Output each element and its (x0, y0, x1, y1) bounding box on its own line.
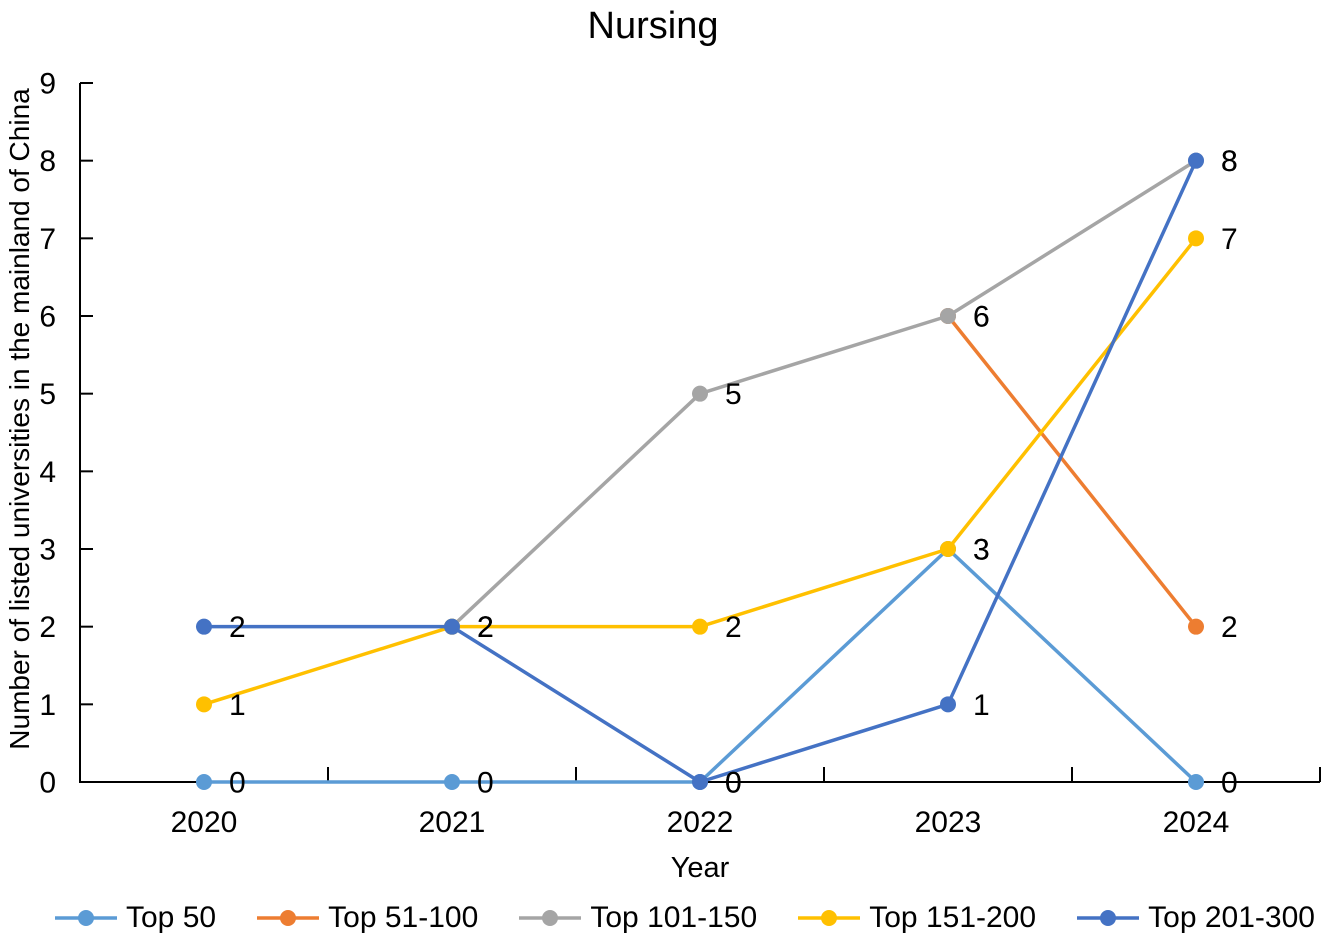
data-label-top-101-150: 5 (725, 378, 742, 411)
data-label-top-101-150: 2 (477, 611, 494, 644)
data-label-top-101-150: 8 (1221, 145, 1238, 178)
data-label-top-51-100: 6 (973, 301, 990, 334)
y-tick-label: 3 (39, 534, 56, 567)
data-point-marker-top-201-300 (940, 696, 956, 713)
data-label-top-50: 3 (973, 534, 990, 567)
legend-item-top-50: Top 50 (55, 901, 216, 935)
data-label-top-101-150: 6 (973, 301, 990, 334)
y-tick-label: 9 (39, 68, 56, 101)
legend-dot (78, 910, 94, 926)
data-point-marker-top-51-100 (1188, 618, 1204, 635)
data-point-marker-top-101-150 (692, 385, 708, 402)
data-point-marker-top-151-200 (1188, 230, 1204, 247)
y-tick-label: 7 (39, 223, 56, 256)
data-label-top-151-200: 2 (725, 611, 742, 644)
y-tick-label: 6 (39, 301, 56, 334)
data-point-marker-top-201-300 (444, 618, 460, 635)
data-label-top-201-300: 0 (725, 767, 742, 800)
data-point-marker-top-201-300 (196, 618, 212, 635)
legend-marker-top-50 (55, 910, 117, 926)
legend-dot (280, 910, 297, 926)
data-point-marker-top-151-200 (692, 618, 708, 635)
data-label-top-50: 0 (725, 767, 742, 800)
data-label-top-201-300: 1 (973, 689, 990, 722)
legend-label-top-50: Top 50 (126, 901, 217, 934)
legend-label-top-151-200: Top 151-200 (869, 901, 1037, 934)
data-label-top-151-200: 1 (229, 689, 246, 722)
legend-marker-top-201-300 (1077, 910, 1140, 926)
legend-item-top-51-100: Top 51-100 (257, 901, 478, 935)
series-line-top-101-150 (450, 158, 1198, 629)
series-line-top-51-100 (946, 314, 1198, 629)
data-point-marker-top-50 (444, 774, 460, 790)
x-tick-label: 2022 (667, 806, 734, 839)
x-tick-label: 2020 (171, 806, 238, 839)
data-point-marker-top-201-300 (692, 774, 708, 790)
data-label-top-50: 0 (477, 767, 494, 800)
data-label-top-201-300: 2 (229, 611, 246, 644)
y-tick-label: 5 (39, 378, 56, 411)
legend-item-top-151-200: Top 151-200 (798, 901, 1036, 935)
chart-legend: Top 50 Top 51-100 Top 101-150 Top 151-200 To… (55, 900, 1315, 936)
data-label-top-151-200: 3 (973, 534, 990, 567)
x-axis-title: Year (670, 852, 730, 884)
x-tick-label: 2021 (419, 806, 486, 839)
data-label-top-201-300: 8 (1221, 145, 1238, 178)
legend-dot (542, 910, 559, 926)
legend-marker-top-101-150 (519, 910, 582, 926)
y-tick-label: 8 (39, 145, 56, 178)
legend-dot (821, 910, 838, 926)
data-label-top-151-200: 2 (477, 611, 494, 644)
legend-item-top-201-300: Top 201-300 (1077, 901, 1315, 935)
legend-label-top-51-100: Top 51-100 (328, 901, 479, 934)
data-label-top-50: 0 (1221, 767, 1238, 800)
data-point-marker-top-151-200 (196, 696, 212, 713)
y-tick-label: 4 (39, 456, 56, 489)
data-point-marker-top-50 (196, 774, 212, 790)
legend-marker-top-151-200 (798, 910, 861, 926)
x-tick-label: 2024 (1163, 806, 1230, 839)
data-label-top-201-300: 2 (477, 611, 494, 644)
data-label-top-50: 0 (229, 767, 246, 800)
data-label-top-151-200: 7 (1221, 223, 1238, 256)
x-tick-label: 2023 (915, 806, 982, 839)
data-point-marker-top-101-150 (940, 308, 956, 324)
legend-label-top-101-150: Top 101-150 (590, 901, 758, 934)
legend-item-top-101-150: Top 101-150 (519, 901, 757, 935)
legend-dot (1100, 910, 1117, 926)
data-point-marker-top-151-200 (940, 541, 956, 557)
chart-title: Nursing (587, 5, 719, 47)
series-line-top-50 (202, 547, 1198, 784)
legend-label-top-201-300: Top 201-300 (1148, 901, 1315, 934)
data-point-marker-top-50 (1188, 774, 1204, 790)
y-tick-label: 2 (39, 611, 56, 644)
y-tick-label: 1 (39, 689, 56, 722)
data-label-top-51-100: 2 (1221, 611, 1238, 644)
y-tick-label: 0 (39, 767, 56, 800)
data-point-marker-top-201-300 (1188, 152, 1204, 169)
legend-marker-top-51-100 (257, 910, 320, 926)
